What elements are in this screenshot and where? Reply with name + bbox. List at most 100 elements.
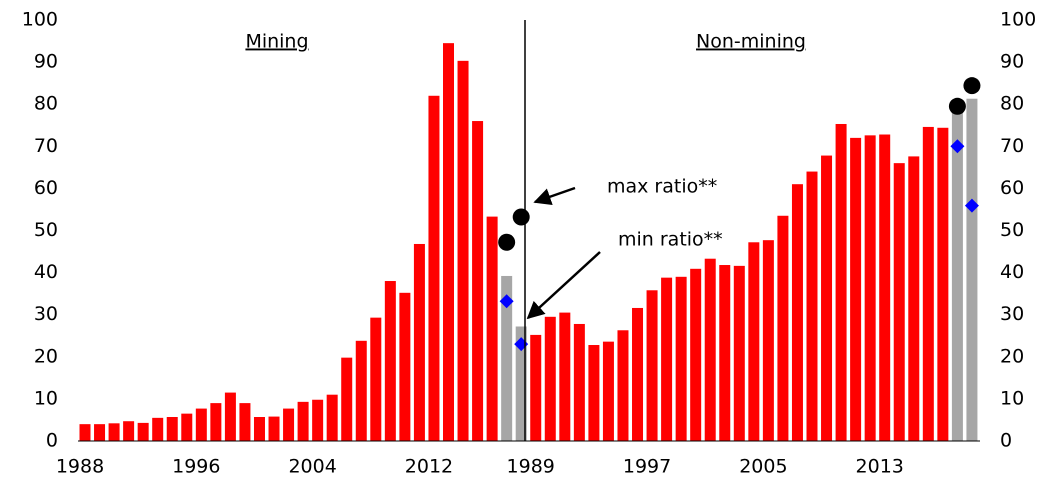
bar [413, 243, 425, 441]
bar [457, 60, 469, 441]
x-tick-label: 2005 [739, 456, 787, 478]
bar [486, 216, 498, 441]
max-ratio-marker [948, 97, 966, 115]
bar [355, 340, 367, 441]
y-tick-label: 70 [1000, 135, 1024, 157]
max-ratio-marker [498, 233, 516, 251]
x-tick-label: 1989 [507, 456, 555, 478]
bar [719, 265, 731, 441]
bar [777, 215, 789, 441]
bar [617, 330, 629, 441]
y-tick-label: 80 [34, 93, 58, 115]
bar [443, 43, 454, 441]
y-tick-label: 40 [34, 261, 58, 283]
bar [515, 326, 527, 441]
bar [748, 242, 760, 441]
bar [922, 126, 934, 442]
y-tick-label: 10 [1000, 387, 1024, 409]
bar [312, 399, 324, 441]
bar [893, 163, 905, 441]
min-ratio-marker [950, 139, 965, 154]
bar [283, 408, 295, 441]
y-tick-label: 90 [34, 51, 58, 73]
bar [937, 127, 949, 441]
bar [224, 392, 236, 441]
bar [137, 422, 149, 441]
y-tick-label: 0 [1000, 430, 1012, 452]
annotation-arrow [533, 186, 576, 206]
annotation: min ratio** [618, 229, 723, 251]
x-tick-label: 2012 [405, 456, 453, 478]
y-tick-label: 50 [1000, 219, 1024, 241]
bar [341, 357, 353, 441]
bar [253, 417, 265, 441]
y-tick-label: 10 [34, 387, 58, 409]
y-tick-label: 30 [34, 303, 58, 325]
annotation: max ratio** [607, 176, 717, 198]
plot [79, 43, 981, 442]
annotation-arrow [526, 251, 601, 320]
y-tick-label: 40 [1000, 261, 1024, 283]
bar [632, 307, 644, 441]
bar [951, 105, 963, 442]
bar [501, 275, 513, 441]
bar [879, 134, 891, 441]
bar [166, 417, 178, 441]
bar [864, 135, 876, 441]
bar [762, 240, 774, 441]
x-tick-label: 1996 [172, 456, 220, 478]
bar [588, 345, 600, 441]
y-tick-label: 0 [46, 430, 58, 452]
bar [733, 265, 745, 441]
bar [79, 424, 91, 441]
y-tick-label: 80 [1000, 93, 1024, 115]
x-tick-label: 2004 [288, 456, 336, 478]
y-tick-label: 70 [34, 135, 58, 157]
max-ratio-marker [512, 208, 530, 226]
y-tick-label: 100 [1000, 9, 1036, 31]
y-tick-label: 30 [1000, 303, 1024, 325]
y-tick-label: 60 [1000, 177, 1024, 199]
bar [472, 121, 484, 441]
bar [384, 281, 396, 441]
y-tick-label: 100 [22, 9, 58, 31]
bar [94, 424, 106, 441]
bar [908, 156, 920, 442]
y-tick-label: 20 [1000, 345, 1024, 367]
bar [268, 416, 280, 441]
y-tick-label: 20 [34, 345, 58, 367]
bar [821, 155, 833, 441]
bar [690, 268, 702, 441]
bar [544, 316, 556, 441]
bar [675, 276, 687, 441]
bar [835, 123, 847, 441]
bar [239, 403, 251, 441]
y-tick-label: 90 [1000, 51, 1024, 73]
bar [210, 403, 222, 441]
bar [704, 258, 716, 441]
min-ratio-marker [964, 198, 979, 213]
x-tick-label: 1988 [56, 456, 104, 478]
bar [152, 417, 164, 441]
min-ratio-marker [499, 294, 514, 309]
panel-title: Mining [245, 31, 308, 53]
bar [108, 423, 120, 441]
bar [646, 290, 658, 441]
bar [181, 413, 193, 441]
bar [791, 184, 803, 441]
bar [428, 95, 440, 441]
bar [850, 137, 862, 441]
y-tick-label: 60 [34, 177, 58, 199]
bar [195, 408, 207, 441]
x-tick-label: 2013 [856, 456, 904, 478]
bar [297, 401, 309, 441]
bar [559, 312, 571, 441]
bar [966, 98, 978, 442]
bar [123, 421, 135, 441]
bar [661, 277, 673, 441]
bar [326, 394, 338, 441]
bar [370, 317, 382, 441]
y-tick-label: 50 [34, 219, 58, 241]
bar [399, 292, 411, 441]
